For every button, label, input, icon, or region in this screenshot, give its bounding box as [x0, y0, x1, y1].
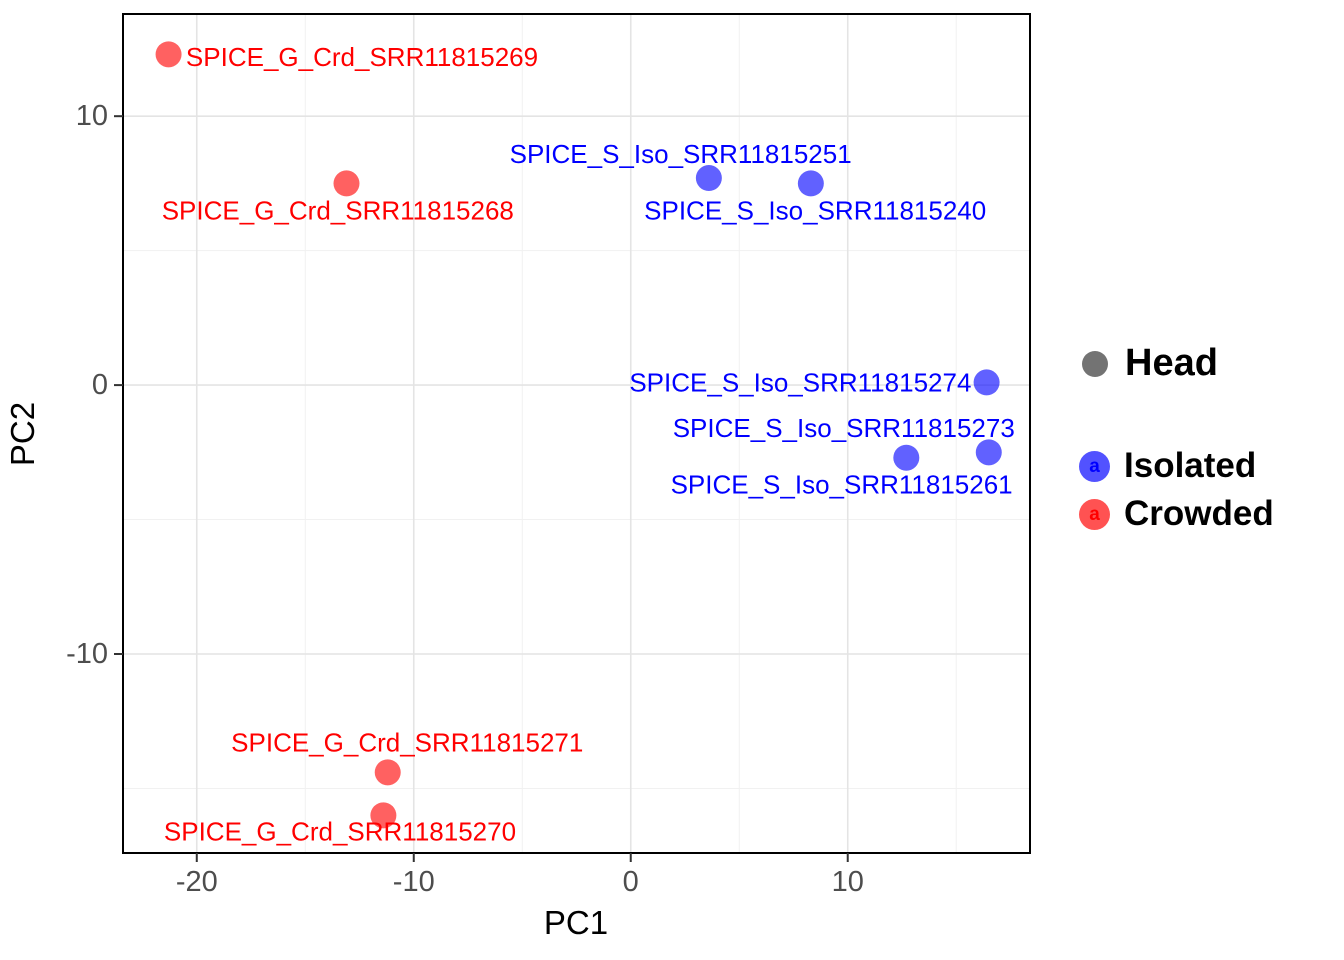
- point-label-crowded: SPICE_G_Crd_SRR11815268: [162, 195, 514, 225]
- data-point-isolated: [973, 369, 1000, 396]
- y-tick-label: 0: [92, 369, 108, 401]
- crowded-key-glyph: a: [1089, 503, 1100, 525]
- y-tick-label: -10: [66, 638, 108, 670]
- data-point-crowded: [370, 802, 397, 829]
- data-point-crowded: [155, 41, 182, 68]
- legend-head-label: Head: [1125, 342, 1218, 384]
- plot-panel: [123, 14, 1030, 853]
- point-label-isolated: SPICE_S_Iso_SRR11815274: [629, 367, 971, 397]
- legend-item-isolated: a Isolated: [1064, 446, 1256, 486]
- data-point-isolated: [893, 444, 920, 471]
- legend-crowded-label: Crowded: [1124, 494, 1274, 533]
- data-point-crowded: [374, 759, 401, 786]
- legend-item-head: Head: [1064, 342, 1218, 385]
- point-label-crowded: SPICE_G_Crd_SRR11815271: [231, 728, 583, 758]
- crowded-key-icon: a: [1079, 498, 1110, 530]
- legend-item-crowded: a Crowded: [1064, 494, 1274, 534]
- isolated-key-glyph: a: [1089, 455, 1100, 477]
- point-label-isolated: SPICE_S_Iso_SRR11815273: [673, 413, 1015, 443]
- x-axis-title: PC1: [544, 904, 608, 941]
- point-label-crowded: SPICE_G_Crd_SRR11815270: [164, 816, 516, 846]
- panel-border: [122, 13, 1031, 854]
- data-point-isolated: [975, 439, 1002, 466]
- x-tick-label: -10: [393, 866, 435, 898]
- y-axis-title: PC2: [4, 402, 41, 466]
- point-label-isolated: SPICE_S_Iso_SRR11815240: [644, 195, 986, 225]
- x-tick-label: 0: [623, 866, 639, 898]
- y-tick-label: 10: [76, 100, 108, 132]
- data-point-crowded: [333, 170, 360, 197]
- point-label-isolated: SPICE_S_Iso_SRR11815261: [671, 470, 1013, 500]
- x-tick-label: 10: [832, 866, 864, 898]
- point-label-crowded: SPICE_G_Crd_SRR11815269: [186, 42, 538, 72]
- point-label-isolated: SPICE_S_Iso_SRR11815251: [510, 139, 852, 169]
- data-point-isolated: [797, 170, 824, 197]
- data-point-isolated: [695, 165, 722, 192]
- isolated-key-icon: a: [1079, 450, 1110, 482]
- head-point-icon: [1082, 350, 1108, 377]
- x-tick-label: -20: [176, 866, 218, 898]
- legend-isolated-label: Isolated: [1124, 446, 1257, 485]
